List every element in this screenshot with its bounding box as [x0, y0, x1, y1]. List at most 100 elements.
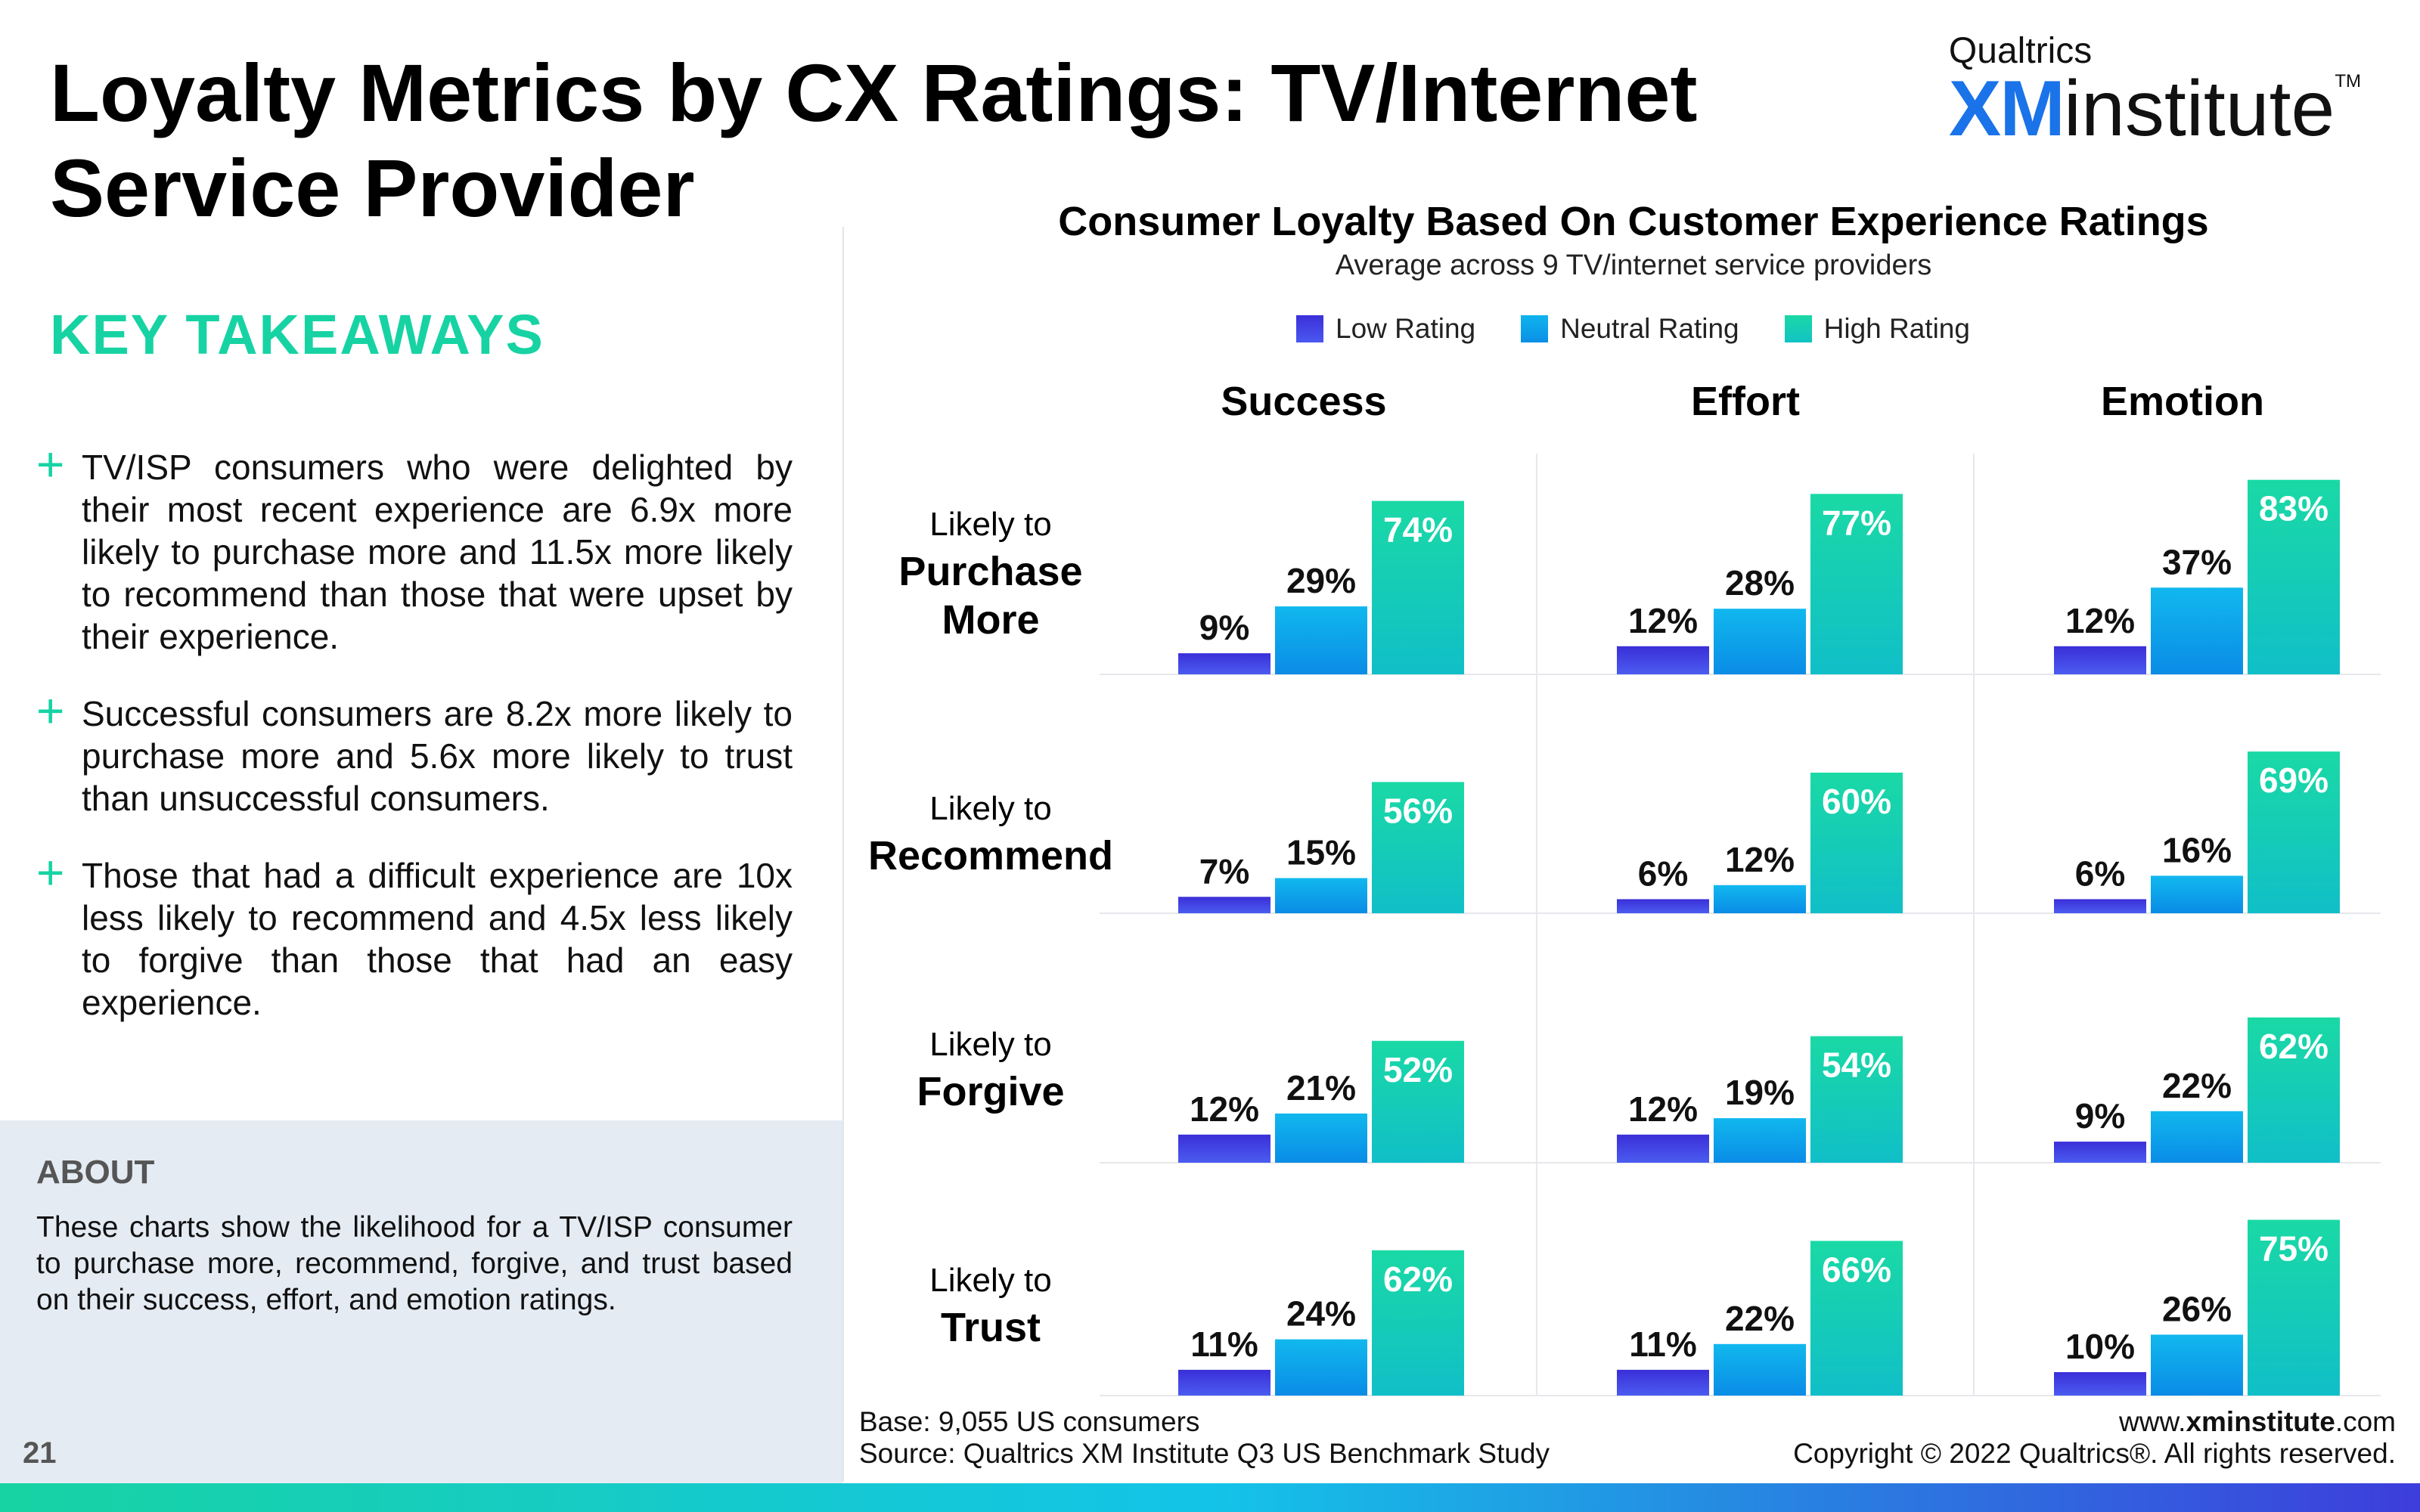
logo-xm: XM [1948, 65, 2065, 153]
bar-high-success [1372, 500, 1464, 674]
data-label: 28% [1725, 563, 1795, 603]
bar-low-success [1178, 1369, 1270, 1396]
bar-high-success [1372, 1040, 1464, 1163]
footer-copyright: www.xminstitute.com Copyright © 2022 Qua… [1793, 1406, 2396, 1470]
bar-neutral-effort [1714, 1118, 1806, 1163]
column-header-effort: Effort [1691, 379, 1800, 424]
bar-low-effort [1617, 646, 1709, 674]
bar-low-emotion [2054, 899, 2146, 913]
data-label: 10% [2065, 1327, 2135, 1366]
bar-high-success [1372, 782, 1464, 913]
page-number: 21 [23, 1436, 57, 1470]
row-label-prefix: Likely to [929, 1026, 1052, 1063]
bar-low-success [1178, 1134, 1270, 1163]
chart-subtitle: Average across 9 TV/internet service pro… [1335, 249, 1932, 281]
data-label: 66% [1822, 1250, 1891, 1289]
footer-source-text: Source: Qualtrics XM Institute Q3 US Ben… [859, 1438, 1550, 1469]
bar-neutral-emotion [2151, 1111, 2243, 1163]
bar-neutral-effort [1714, 885, 1806, 913]
bar-low-emotion [2054, 1142, 2146, 1163]
bar-high-effort [1810, 773, 1903, 913]
bar-low-effort [1617, 1134, 1709, 1163]
data-label: 56% [1383, 791, 1453, 830]
column-header-success: Success [1221, 379, 1387, 424]
takeaway-item: + Those that had a difficult experience … [36, 848, 793, 1024]
xm-institute-logo: Qualtrics XMinstituteTM [1948, 31, 2361, 153]
data-label: 75% [2259, 1229, 2328, 1269]
page-title: Loyalty Metrics by CX Ratings: TV/Intern… [50, 47, 1698, 234]
data-label: 12% [1190, 1089, 1259, 1129]
data-label: 77% [1822, 503, 1891, 542]
data-label: 6% [2075, 854, 2125, 893]
data-label: 37% [2162, 542, 2232, 581]
footer-copyright-text: Copyright © 2022 Qualtrics®. All rights … [1793, 1438, 2396, 1469]
legend-swatch-high [1784, 315, 1812, 342]
row-label-recommend: Likely to Recommend [839, 786, 1142, 880]
bar-neutral-effort [1714, 1343, 1806, 1396]
about-panel [0, 1120, 842, 1483]
data-label: 74% [1383, 510, 1453, 550]
bar-neutral-success [1275, 606, 1367, 674]
data-label: 22% [1725, 1299, 1795, 1338]
column-header-emotion: Emotion [2101, 379, 2264, 424]
data-label: 24% [1286, 1294, 1356, 1334]
data-label: 60% [1822, 782, 1891, 821]
data-label: 7% [1199, 851, 1249, 891]
data-label: 9% [1199, 608, 1249, 647]
logo-brand: Qualtrics [1948, 31, 2093, 71]
legend-swatch-neutral [1521, 315, 1549, 342]
footer-url-suffix: .com [2335, 1406, 2396, 1437]
data-label: 62% [1383, 1259, 1453, 1299]
plus-icon: + [36, 437, 65, 491]
bar-low-emotion [2054, 646, 2146, 674]
data-label: 83% [2259, 489, 2328, 528]
takeaway-item: + TV/ISP consumers who were delighted by… [36, 440, 793, 658]
legend-item-high: High Rating [1784, 313, 1970, 345]
row-label-main: Purchase More [898, 549, 1083, 643]
data-label: 12% [2065, 601, 2135, 640]
data-label: 62% [2259, 1027, 2328, 1066]
footer-url[interactable]: www.xminstitute.com [1793, 1406, 2396, 1438]
data-label: 11% [1190, 1325, 1258, 1364]
data-label: 6% [1638, 854, 1688, 893]
data-label: 12% [1628, 601, 1698, 640]
data-label: 16% [2162, 830, 2232, 869]
bar-neutral-emotion [2151, 587, 2243, 674]
legend-label-high: High Rating [1823, 313, 1970, 344]
footer-url-bold: xminstitute [2186, 1406, 2335, 1437]
bar-neutral-success [1275, 878, 1367, 913]
data-label: 11% [1629, 1325, 1697, 1364]
legend-swatch-low [1296, 315, 1323, 342]
row-label-main: Recommend [867, 833, 1114, 878]
bar-high-emotion [2248, 1219, 2340, 1396]
bar-high-effort [1810, 1036, 1903, 1163]
takeaway-text: Successful consumers are 8.2x more likel… [82, 694, 793, 818]
data-label: 54% [1822, 1046, 1891, 1085]
data-label: 29% [1286, 561, 1356, 600]
footer-base: Base: 9,055 US consumers [859, 1406, 1200, 1437]
chart-legend: Low Rating Neutral Rating High Rating [1296, 313, 1970, 345]
data-label: 69% [2259, 761, 2328, 800]
bar-high-emotion [2248, 479, 2340, 674]
data-label: 12% [1725, 840, 1795, 879]
data-label: 12% [1628, 1089, 1698, 1129]
row-label-prefix: Likely to [929, 790, 1052, 827]
legend-item-neutral: Neutral Rating [1521, 313, 1739, 345]
bar-neutral-effort [1714, 609, 1806, 674]
chart-title: Consumer Loyalty Based On Customer Exper… [1058, 199, 2209, 244]
about-heading: ABOUT [36, 1154, 155, 1191]
bottom-gradient-bar [0, 1483, 2420, 1512]
data-label: 21% [1286, 1068, 1356, 1108]
footer-url-prefix: www. [2119, 1406, 2186, 1437]
bar-neutral-emotion [2151, 1334, 2243, 1396]
bar-low-success [1178, 897, 1270, 913]
takeaway-item: + Successful consumers are 8.2x more lik… [36, 686, 793, 820]
bar-high-emotion [2248, 1017, 2340, 1163]
row-label-prefix: Likely to [929, 506, 1052, 543]
data-label: 52% [1383, 1050, 1453, 1089]
takeaways-list: + TV/ISP consumers who were delighted by… [36, 440, 793, 1058]
data-label: 15% [1286, 833, 1356, 872]
bar-high-emotion [2248, 751, 2340, 913]
data-label: 19% [1725, 1073, 1795, 1112]
